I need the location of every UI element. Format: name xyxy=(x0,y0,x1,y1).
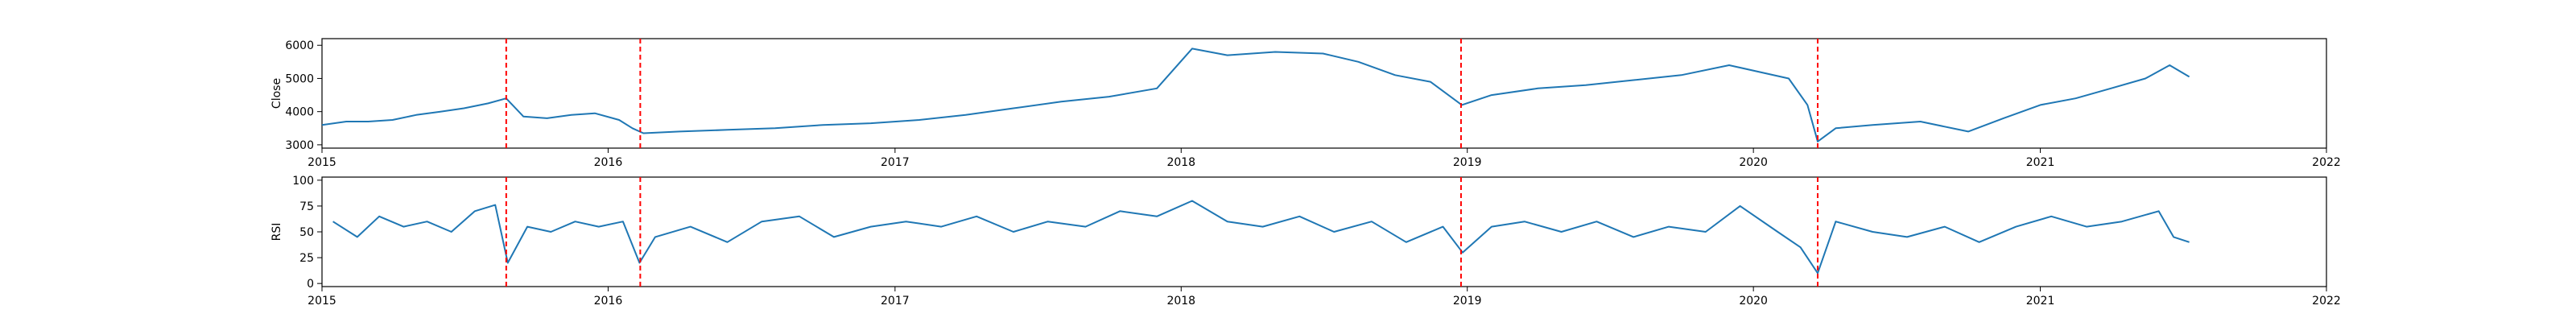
rsi-ytick-label: 100 xyxy=(292,175,314,188)
rsi-ytick-label: 0 xyxy=(307,278,314,291)
close-ytick-label: 6000 xyxy=(285,39,314,52)
close-xtick-label: 2022 xyxy=(2312,156,2341,169)
close-ylabel: Close xyxy=(270,78,283,109)
close-xtick-label: 2018 xyxy=(1166,156,1195,169)
close-xtick-label: 2021 xyxy=(2026,156,2055,169)
rsi-xtick-label: 2019 xyxy=(1453,295,1482,308)
rsi-series-line xyxy=(332,200,2190,275)
close-xtick-label: 2016 xyxy=(594,156,623,169)
rsi-ylabel: RSI xyxy=(270,223,283,242)
rsi-ytick-label: 75 xyxy=(299,200,314,213)
close-xtick-label: 2020 xyxy=(1739,156,1768,169)
rsi-xtick-label: 2017 xyxy=(881,295,910,308)
close-ytick-label: 4000 xyxy=(285,106,314,119)
rsi-xtick-label: 2016 xyxy=(594,295,623,308)
close-ytick-label: 3000 xyxy=(285,139,314,152)
rsi-xtick-label: 2020 xyxy=(1739,295,1768,308)
close-series-line xyxy=(321,47,2190,142)
rsi-xtick-label: 2022 xyxy=(2312,295,2341,308)
close-plot-frame xyxy=(321,38,2327,149)
close-ytick-label: 5000 xyxy=(285,72,314,85)
rsi-xtick-label: 2021 xyxy=(2026,295,2055,308)
rsi-panel: 0 25 50 75 100 2015 2016 2017 2018 2019 2020 2021 20… xyxy=(270,175,2341,308)
rsi-plot-frame xyxy=(321,176,2327,287)
rsi-ytick-label: 50 xyxy=(299,226,314,239)
close-xtick-label: 2015 xyxy=(308,156,336,169)
close-xtick-label: 2019 xyxy=(1453,156,1482,169)
rsi-ytick-label: 25 xyxy=(299,252,314,265)
close-xtick-label: 2017 xyxy=(881,156,910,169)
rsi-xtick-label: 2015 xyxy=(308,295,336,308)
rsi-xtick-label: 2018 xyxy=(1166,295,1195,308)
close-panel: 3000 4000 5000 6000 2015 2016 2017 2018 2019 2020… xyxy=(270,38,2341,169)
